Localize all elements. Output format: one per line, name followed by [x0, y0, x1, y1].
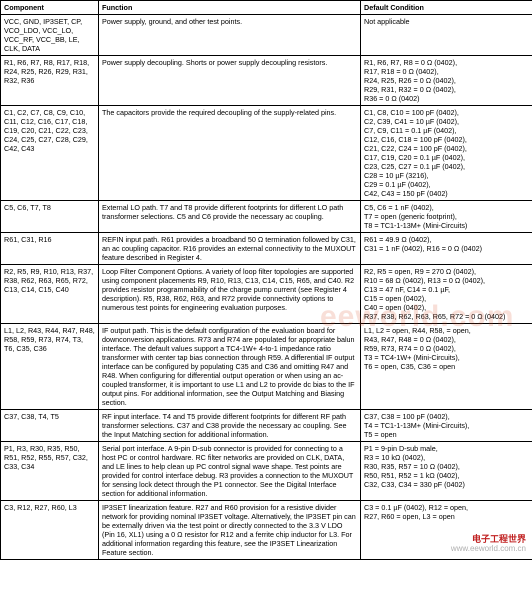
cell-function: IF output path. This is the default conf…	[99, 324, 361, 410]
cell-function: RF input interface. T4 and T5 provide di…	[99, 410, 361, 442]
table-row: C1, C2, C7, C8, C9, C10, C11, C12, C16, …	[1, 106, 532, 201]
cell-component: C5, C6, T7, T8	[1, 201, 99, 233]
cell-function: Loop Filter Component Options. A variety…	[99, 265, 361, 324]
cell-default: R2, R5 = open, R9 = 270 Ω (0402), R10 = …	[361, 265, 532, 324]
table-row: VCC, GND, IP3SET, CP, VCO_LDO, VCC_LO, V…	[1, 15, 532, 56]
cell-function: The capacitors provide the required deco…	[99, 106, 361, 201]
cell-function: Power supply decoupling. Shorts or power…	[99, 56, 361, 106]
cell-default: C5, C6 = 1 nF (0402), T7 = open (generic…	[361, 201, 532, 233]
table-row: C3, R12, R27, R60, L3IP3SET linearizatio…	[1, 501, 532, 560]
cell-default: C1, C8, C10 = 100 pF (0402), C2, C39, C4…	[361, 106, 532, 201]
cell-component: R61, C31, R16	[1, 233, 99, 265]
cell-component: C3, R12, R27, R60, L3	[1, 501, 99, 560]
component-table: Component Function Default Condition VCC…	[0, 0, 532, 560]
table-row: P1, R3, R30, R35, R50, R51, R52, R55, R5…	[1, 442, 532, 501]
cell-component: C1, C2, C7, C8, C9, C10, C11, C12, C16, …	[1, 106, 99, 201]
cell-function: External LO path. T7 and T8 provide diff…	[99, 201, 361, 233]
cell-component: R2, R5, R9, R10, R13, R37, R38, R62, R63…	[1, 265, 99, 324]
header-default: Default Condition	[361, 1, 532, 15]
table-row: C37, C38, T4, T5RF input interface. T4 a…	[1, 410, 532, 442]
cell-default: L1, L2 = open, R44, R58, = open, R43, R4…	[361, 324, 532, 410]
cell-default: Not applicable	[361, 15, 532, 56]
cell-function: REFIN input path. R61 provides a broadba…	[99, 233, 361, 265]
table-row: L1, L2, R43, R44, R47, R48, R58, R59, R7…	[1, 324, 532, 410]
cell-function: Power supply, ground, and other test poi…	[99, 15, 361, 56]
cell-component: VCC, GND, IP3SET, CP, VCO_LDO, VCC_LO, V…	[1, 15, 99, 56]
cell-component: C37, C38, T4, T5	[1, 410, 99, 442]
header-row: Component Function Default Condition	[1, 1, 532, 15]
header-function: Function	[99, 1, 361, 15]
cell-component: L1, L2, R43, R44, R47, R48, R58, R59, R7…	[1, 324, 99, 410]
cell-component: P1, R3, R30, R35, R50, R51, R52, R55, R5…	[1, 442, 99, 501]
table-row: R61, C31, R16REFIN input path. R61 provi…	[1, 233, 532, 265]
cell-function: Serial port interface. A 9-pin D-sub con…	[99, 442, 361, 501]
cell-default: C37, C38 = 100 pF (0402), T4 = TC1-1-13M…	[361, 410, 532, 442]
table-row: R2, R5, R9, R10, R13, R37, R38, R62, R63…	[1, 265, 532, 324]
cell-default: R61 = 49.9 Ω (0402), C31 = 1 nF (0402), …	[361, 233, 532, 265]
cell-default: C3 = 0.1 µF (0402), R12 = open, R27, R60…	[361, 501, 532, 560]
cell-default: R1, R6, R7, R8 = 0 Ω (0402), R17, R18 = …	[361, 56, 532, 106]
cell-component: R1, R6, R7, R8, R17, R18, R24, R25, R26,…	[1, 56, 99, 106]
table-row: R1, R6, R7, R8, R17, R18, R24, R25, R26,…	[1, 56, 532, 106]
cell-default: P1 = 9-pin D-sub male, R3 = 10 kΩ (0402)…	[361, 442, 532, 501]
cell-function: IP3SET linearization feature. R27 and R6…	[99, 501, 361, 560]
table-row: C5, C6, T7, T8External LO path. T7 and T…	[1, 201, 532, 233]
header-component: Component	[1, 1, 99, 15]
